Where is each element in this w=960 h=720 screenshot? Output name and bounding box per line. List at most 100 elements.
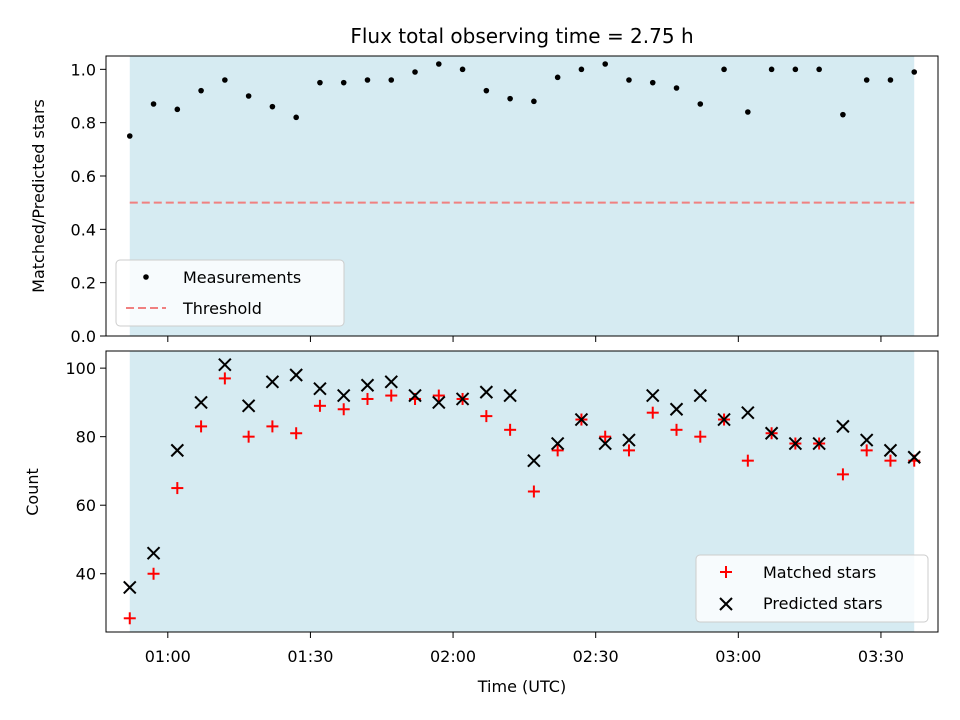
predicted-star-point (741, 405, 755, 420)
measurement-point (887, 77, 894, 83)
matched-star-point (195, 420, 208, 433)
matched-star-point (527, 485, 540, 498)
measurement-point (364, 77, 371, 83)
measurement-point (198, 87, 204, 94)
measurement-point (174, 106, 181, 113)
measurement-point (911, 69, 918, 75)
x-tick-label: 02:00 (430, 647, 476, 666)
matched-star-point (884, 454, 897, 467)
bottom-y-ticks: 40 60 80 100 (65, 359, 106, 584)
measurement-point (816, 66, 822, 73)
top-y-tick-label: 0.2 (71, 274, 96, 293)
measurement-point (222, 77, 228, 83)
predicted-star-point (836, 419, 850, 434)
predicted-star-point (883, 443, 898, 458)
measurement-point (745, 109, 751, 115)
measurement-point (697, 101, 704, 107)
measurement-point (293, 114, 299, 121)
legend-threshold-label: Threshold (182, 299, 262, 318)
predicted-star-point (432, 395, 446, 410)
bottom-x-ticks: 01:00 01:30 02:00 02:30 03:00 03:30 (145, 632, 904, 666)
matched-star-point (551, 444, 564, 457)
count-points (123, 358, 921, 625)
bottom-y-tick-label: 80 (76, 428, 96, 447)
bottom-legend: Matched stars Predicted stars (695, 554, 929, 623)
x-tick-label: 03:30 (858, 647, 904, 666)
predicted-star-point (360, 378, 375, 392)
matched-star-point (218, 372, 231, 385)
top-x-ticks (167, 336, 882, 342)
predicted-star-point (455, 392, 470, 406)
top-legend: Measurements Threshold (115, 259, 345, 327)
measurement-point (578, 66, 585, 73)
top-plot-frame (105, 55, 939, 337)
matched-star-point (290, 427, 303, 440)
predicted-star-point (479, 385, 494, 399)
measurement-point (507, 95, 513, 102)
measurement-point (483, 87, 490, 94)
measurement-point (649, 79, 656, 86)
measurement-point (126, 133, 133, 139)
predicted-star-point (146, 546, 161, 560)
predicted-star-point (693, 388, 707, 403)
matched-star-point (313, 399, 326, 412)
top-legend-box (115, 259, 345, 327)
x-tick-label: 02:30 (573, 647, 619, 666)
measurement-point (768, 66, 775, 73)
x-axis-label: Time (UTC) (477, 677, 566, 696)
legend-measurements-marker (143, 274, 149, 280)
measurement-point (863, 77, 870, 83)
matched-star-point (171, 482, 184, 495)
top-panel: 0.0 0.2 0.4 0.6 0.8 1.0 Matched/Predicted sta… (29, 55, 939, 346)
predicted-star-point (788, 436, 803, 451)
predicted-star-point (717, 412, 731, 427)
bottom-plot-frame (105, 350, 939, 633)
predicted-star-point (265, 375, 280, 389)
matched-star-point (123, 612, 136, 625)
matched-star-point (337, 403, 350, 416)
legend-predicted-marker (719, 597, 733, 611)
bottom-y-tick-label: 40 (76, 565, 96, 584)
measurement-point (554, 74, 561, 81)
predicted-star-point (123, 580, 137, 595)
matched-star-point (646, 406, 659, 419)
predicted-star-point (550, 436, 565, 451)
top-y-tick-label: 0.6 (71, 167, 96, 186)
matched-star-point (432, 389, 445, 402)
predicted-star-point (859, 433, 874, 447)
measurement-point (436, 61, 442, 67)
legend-measurements-label: Measurements (183, 268, 301, 287)
x-tick-label: 01:30 (287, 647, 333, 666)
matched-star-point (242, 430, 255, 443)
top-y-tick-label: 0.0 (71, 327, 96, 346)
predicted-star-point (622, 433, 636, 447)
predicted-star-point (646, 388, 660, 403)
predicted-star-point (598, 436, 612, 451)
matched-star-point (361, 392, 374, 405)
matched-star-point (836, 468, 849, 481)
matched-star-point (266, 420, 279, 433)
measurement-point (245, 93, 252, 99)
measurement-point (459, 66, 466, 73)
predicted-star-point (574, 412, 589, 427)
measurement-point (721, 66, 727, 73)
x-tick-label: 01:00 (145, 647, 191, 666)
predicted-star-point (503, 388, 517, 403)
measurement-point (840, 111, 846, 118)
matched-star-point (694, 430, 707, 443)
x-tick-label: 03:00 (715, 647, 761, 666)
legend-matched-marker (720, 566, 732, 578)
measurement-points (126, 61, 918, 139)
predicted-star-point (170, 443, 185, 458)
bottom-y-tick-label: 100 (65, 359, 96, 378)
measurement-point (150, 101, 157, 107)
matched-star-point (504, 423, 517, 436)
predicted-star-point (289, 368, 303, 382)
top-y-ticks: 0.0 0.2 0.4 0.6 0.8 1.0 (71, 60, 106, 346)
predicted-star-point (384, 375, 398, 389)
predicted-star-point (313, 381, 327, 396)
predicted-star-point (764, 426, 779, 440)
matched-star-point (860, 444, 873, 457)
matched-star-point (599, 430, 612, 443)
